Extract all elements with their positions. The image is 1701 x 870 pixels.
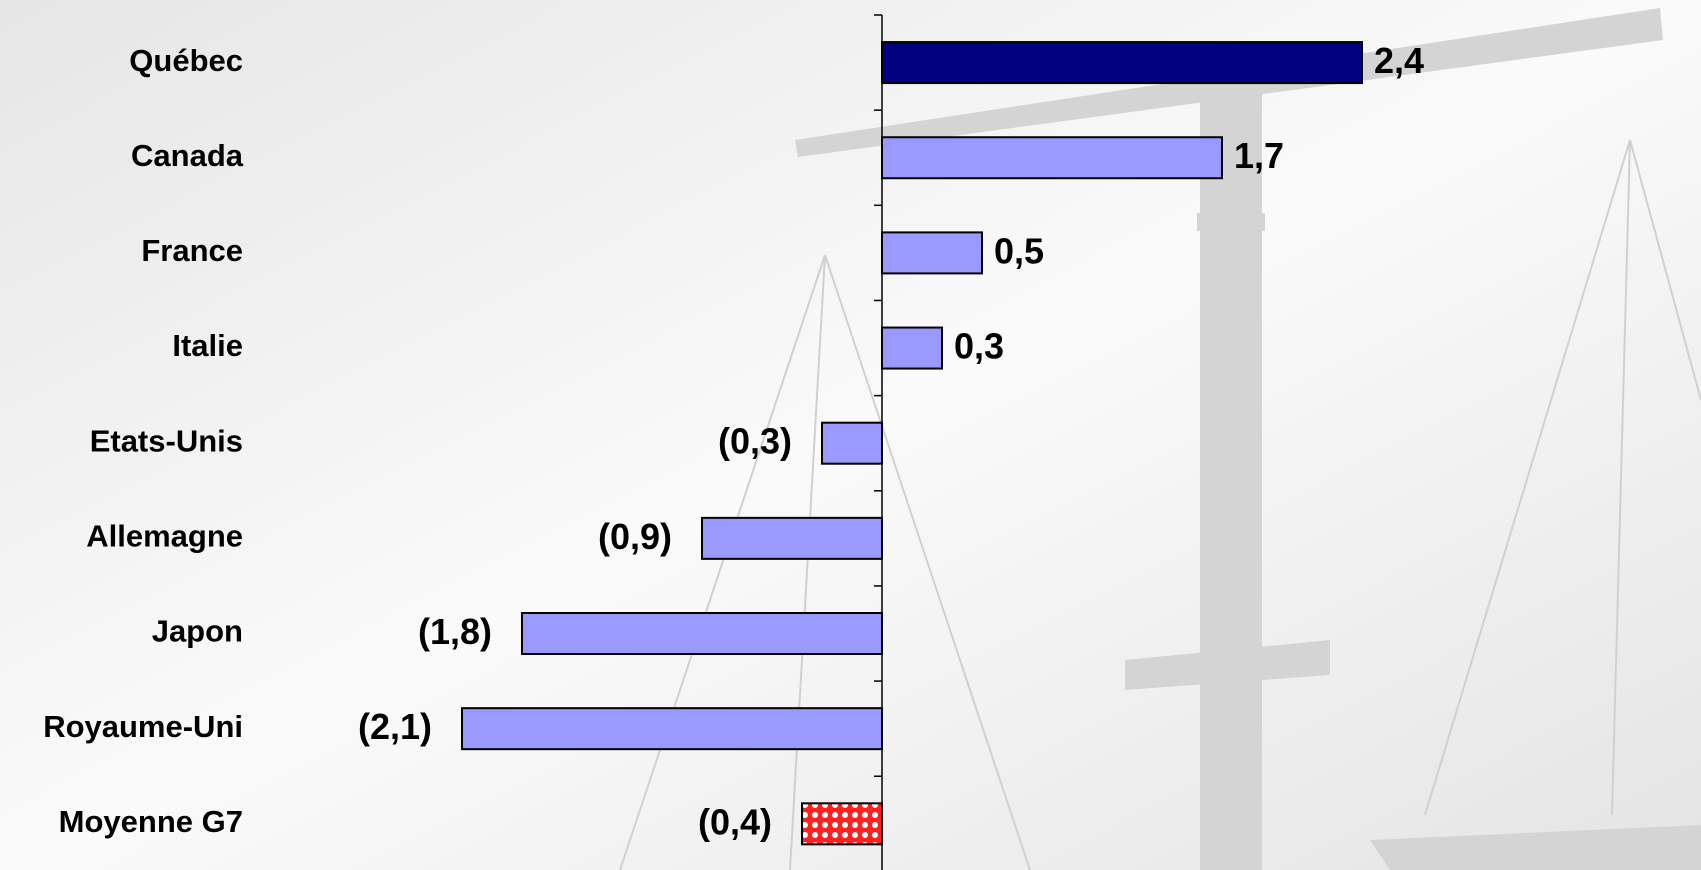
- bar: [881, 326, 943, 370]
- bar: [821, 421, 883, 465]
- category-label: Canada: [131, 138, 244, 173]
- category-label: France: [141, 233, 243, 268]
- bar: [461, 707, 883, 751]
- value-label: (0,9): [598, 516, 672, 557]
- value-label: 0,3: [954, 326, 1004, 367]
- category-label: Québec: [129, 43, 243, 78]
- bar: [521, 612, 883, 656]
- category-label: Japon: [152, 614, 243, 649]
- category-label: Royaume-Uni: [43, 709, 243, 744]
- scale-strings: [619, 139, 1701, 870]
- bar: [801, 802, 883, 846]
- bar: [701, 516, 883, 560]
- category-label: Etats-Unis: [90, 423, 243, 458]
- bar: [881, 136, 1223, 180]
- value-label: (2,1): [358, 706, 432, 747]
- bar: [881, 231, 983, 275]
- value-label: (1,8): [418, 611, 492, 652]
- value-label: 2,4: [1374, 40, 1424, 81]
- category-label: Moyenne G7: [59, 804, 243, 839]
- value-label: 0,5: [994, 230, 1044, 271]
- value-label: (0,4): [698, 801, 772, 842]
- bar: [881, 41, 1363, 85]
- value-label: (0,3): [718, 421, 792, 462]
- category-label: Italie: [172, 328, 243, 363]
- value-label: 1,7: [1234, 135, 1284, 176]
- category-label: Allemagne: [86, 519, 243, 554]
